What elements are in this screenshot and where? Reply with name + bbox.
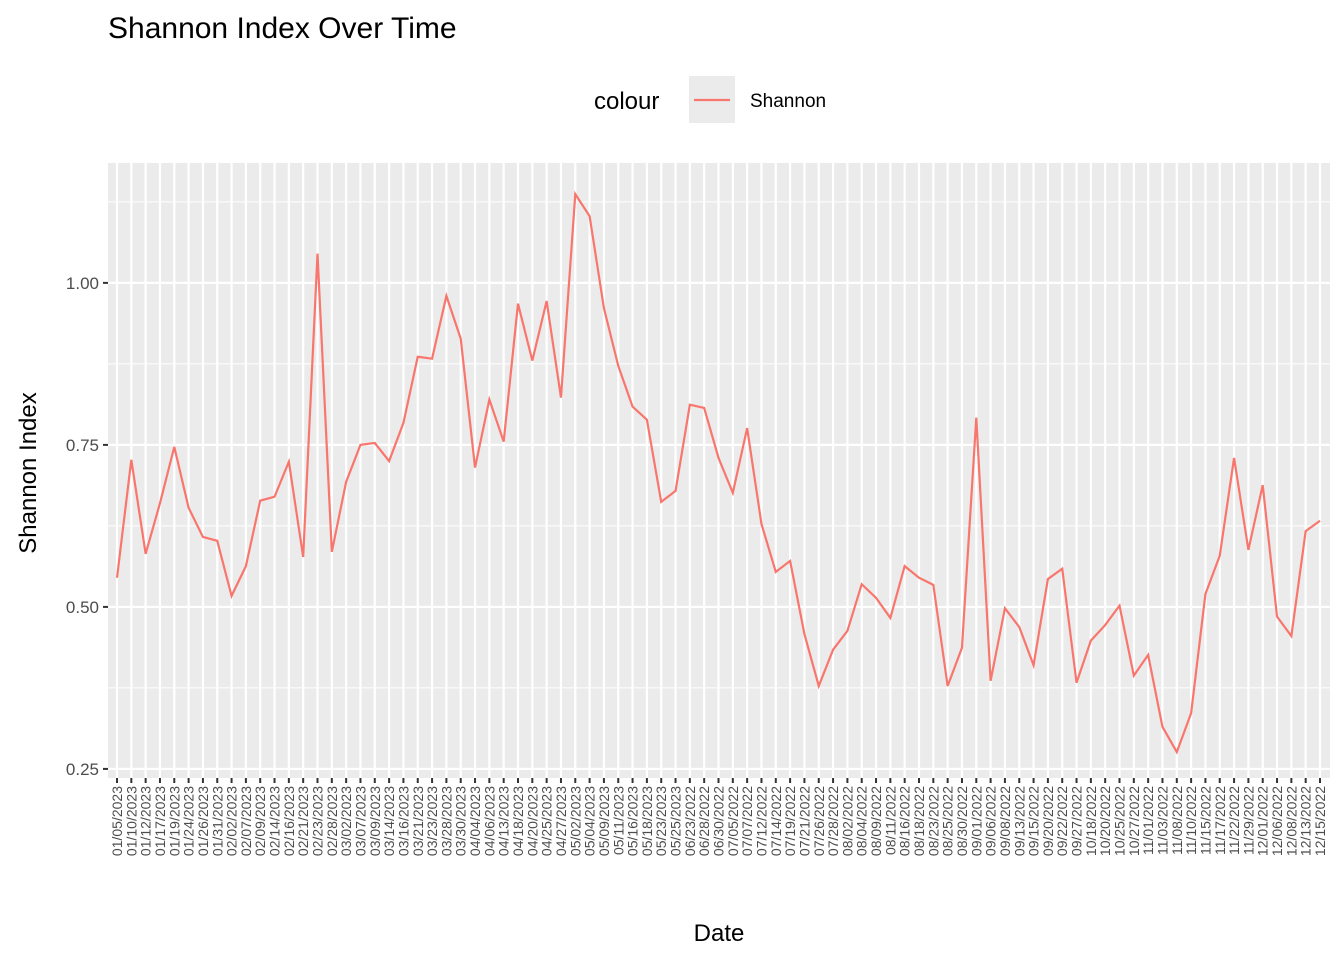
y-axis-label: Shannon Index: [15, 392, 42, 553]
x-tick-label: 11/08/2022: [1169, 786, 1185, 855]
x-tick-label: 07/26/2022: [811, 786, 827, 856]
x-tick-label: 01/24/2023: [181, 786, 197, 856]
x-tick-label: 03/09/2023: [367, 786, 383, 856]
x-tick-label: 03/28/2023: [438, 786, 454, 856]
x-tick-label: 05/11/2023: [610, 786, 626, 855]
x-tick-label: 09/06/2022: [983, 786, 999, 856]
x-tick-label: 11/10/2022: [1183, 786, 1199, 855]
x-tick-label: 05/09/2023: [596, 786, 612, 856]
x-tick-label: 01/05/2023: [109, 786, 125, 856]
y-tick-label: 0.50: [66, 598, 99, 617]
x-tick-label: 01/12/2023: [138, 786, 154, 856]
x-axis-label: Date: [694, 920, 745, 947]
x-tick-label: 11/17/2022: [1212, 786, 1228, 855]
x-tick-label: 03/23/2023: [424, 786, 440, 856]
y-tick-label: 0.75: [66, 436, 99, 455]
x-tick-label: 11/03/2022: [1154, 786, 1170, 855]
x-tick-label: 07/12/2022: [753, 786, 769, 856]
x-tick-label: 08/11/2022: [882, 786, 898, 855]
x-tick-label: 08/30/2022: [954, 786, 970, 856]
x-tick-label: 08/25/2022: [940, 786, 956, 856]
x-tick-label: 08/23/2022: [925, 786, 941, 856]
x-tick-label: 08/02/2022: [839, 786, 855, 856]
x-tick-label: 02/14/2023: [267, 786, 283, 856]
chart-title: Shannon Index Over Time: [108, 12, 457, 45]
x-tick-label: 08/04/2022: [854, 786, 870, 856]
x-tick-label: 01/31/2023: [209, 786, 225, 856]
x-tick-label: 08/09/2022: [868, 786, 884, 856]
x-tick-label: 05/02/2023: [567, 786, 583, 856]
x-tick-label: 01/26/2023: [195, 786, 211, 856]
x-tick-label: 12/13/2022: [1298, 786, 1314, 856]
x-tick-label: 09/15/2022: [1026, 786, 1042, 856]
x-tick-label: 12/06/2022: [1269, 786, 1285, 856]
x-tick-label: 02/28/2023: [324, 786, 340, 856]
x-tick-label: 11/22/2022: [1226, 786, 1242, 855]
x-tick-label: 09/08/2022: [997, 786, 1013, 856]
legend-label: Shannon: [750, 91, 826, 112]
x-tick-label: 07/14/2022: [768, 786, 784, 856]
x-tick-label: 02/07/2023: [238, 786, 254, 856]
x-tick-label: 09/27/2022: [1069, 786, 1085, 856]
x-tick-label: 11/01/2022: [1140, 786, 1156, 855]
x-tick-label: 03/16/2023: [395, 786, 411, 856]
x-tick-label: 06/28/2022: [696, 786, 712, 856]
x-tick-label: 02/16/2023: [281, 786, 297, 856]
x-tick-label: 04/04/2023: [467, 786, 483, 856]
x-tick-label: 05/16/2023: [625, 786, 641, 856]
x-tick-label: 01/17/2023: [152, 786, 168, 856]
x-tick-label: 07/19/2022: [782, 786, 798, 856]
x-tick-label: 07/28/2022: [825, 786, 841, 856]
x-tick-label: 03/30/2023: [453, 786, 469, 856]
y-tick-label: 1.00: [66, 274, 99, 293]
x-tick-label: 06/23/2022: [682, 786, 698, 856]
x-tick-label: 04/25/2023: [539, 786, 555, 856]
x-tick-label: 09/01/2022: [968, 786, 984, 856]
x-tick-label: 04/06/2023: [481, 786, 497, 856]
x-tick-label: 10/20/2022: [1097, 786, 1113, 856]
data-line: [115, 190, 1321, 755]
x-tick-label: 02/21/2023: [295, 786, 311, 856]
x-tick-label: 12/01/2022: [1255, 786, 1271, 856]
x-tick-label: 05/23/2023: [653, 786, 669, 856]
x-tick-label: 08/16/2022: [897, 786, 913, 856]
legend-title: colour: [594, 88, 659, 115]
x-tick-label: 09/20/2022: [1040, 786, 1056, 856]
x-tick-label: 02/23/2023: [310, 786, 326, 856]
x-tick-label: 05/18/2023: [639, 786, 655, 856]
x-tick-label: 05/25/2023: [668, 786, 684, 856]
x-tick-label: 01/10/2023: [123, 786, 139, 856]
x-tick-label: 04/18/2023: [510, 786, 526, 856]
y-tick-label: 0.25: [66, 760, 99, 779]
x-tick-label: 11/29/2022: [1240, 786, 1256, 855]
x-tick-label: 10/18/2022: [1083, 786, 1099, 856]
x-tick-label: 03/07/2023: [352, 786, 368, 856]
x-tick-label: 07/05/2022: [725, 786, 741, 856]
x-tick-label: 04/20/2023: [524, 786, 540, 856]
x-tick-label: 04/27/2023: [553, 786, 569, 856]
x-tick-label: 09/22/2022: [1054, 786, 1070, 856]
x-tick-label: 05/04/2023: [582, 786, 598, 856]
x-tick-label: 07/07/2022: [739, 786, 755, 856]
x-tick-label: 07/21/2022: [796, 786, 812, 856]
x-tick-label: 10/25/2022: [1112, 786, 1128, 856]
x-tick-label: 06/30/2022: [711, 786, 727, 856]
x-tick-label: 04/13/2023: [496, 786, 512, 856]
x-tick-label: 11/15/2022: [1197, 786, 1213, 855]
x-tick-label: 03/21/2023: [410, 786, 426, 856]
x-tick-label: 12/15/2022: [1312, 786, 1328, 856]
x-tick-label: 09/13/2022: [1011, 786, 1027, 856]
x-tick-label: 10/27/2022: [1126, 786, 1142, 856]
x-tick-label: 08/18/2022: [911, 786, 927, 856]
x-tick-label: 01/19/2023: [166, 786, 182, 856]
x-tick-label: 12/08/2022: [1283, 786, 1299, 856]
x-tick-label: 02/09/2023: [252, 786, 268, 856]
x-tick-label: 02/02/2023: [224, 786, 240, 856]
x-tick-label: 03/02/2023: [338, 786, 354, 856]
x-tick-label: 03/14/2023: [381, 786, 397, 856]
